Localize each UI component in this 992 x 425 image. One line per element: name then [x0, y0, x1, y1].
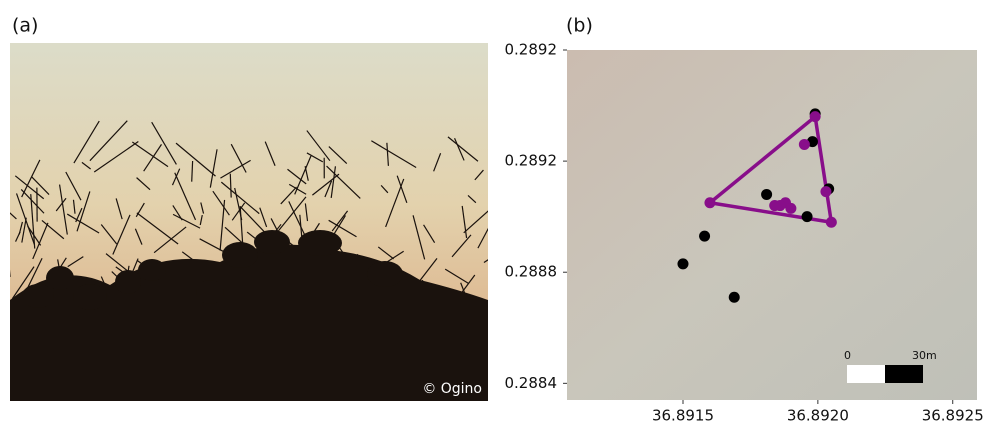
x-tick-label: 36.8915	[652, 407, 714, 425]
photo-credit: © Ogino	[422, 381, 482, 397]
y-tick-label: 0.2884	[505, 374, 558, 392]
panel-label: (a)	[12, 15, 38, 37]
y-tick-label: 0.2892	[505, 152, 558, 170]
scale-bar-label: 0	[844, 349, 851, 362]
branch	[9, 267, 10, 277]
point	[761, 189, 772, 200]
panel-label: (b)	[566, 15, 593, 37]
scale-bar-label: 30m	[912, 349, 937, 362]
x-tick-label: 36.8925	[922, 407, 984, 425]
point	[729, 292, 740, 303]
y-tick-label: 0.2888	[505, 263, 558, 281]
point	[820, 186, 831, 197]
point	[799, 139, 810, 150]
point	[802, 211, 813, 222]
point	[699, 231, 710, 242]
point	[826, 217, 837, 228]
map-background	[567, 50, 977, 400]
point	[775, 200, 786, 211]
photo: © Ogino	[0, 43, 514, 401]
point	[785, 203, 796, 214]
scale-bar-white	[847, 365, 885, 383]
figure: (a) (b) © Ogino 0.2884 0.2888 0.2892 0.2892…	[0, 0, 992, 425]
y-tick-label: 0.2892	[505, 41, 558, 59]
point	[677, 258, 688, 269]
point	[810, 111, 821, 122]
scale-bar-black	[885, 365, 923, 383]
branch	[484, 243, 514, 263]
x-tick-label: 36.8920	[787, 407, 849, 425]
point	[704, 197, 715, 208]
